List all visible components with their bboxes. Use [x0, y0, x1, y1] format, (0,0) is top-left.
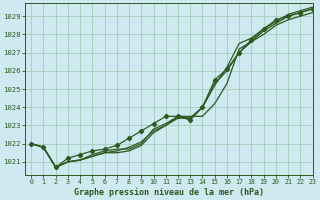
X-axis label: Graphe pression niveau de la mer (hPa): Graphe pression niveau de la mer (hPa) — [74, 188, 264, 197]
